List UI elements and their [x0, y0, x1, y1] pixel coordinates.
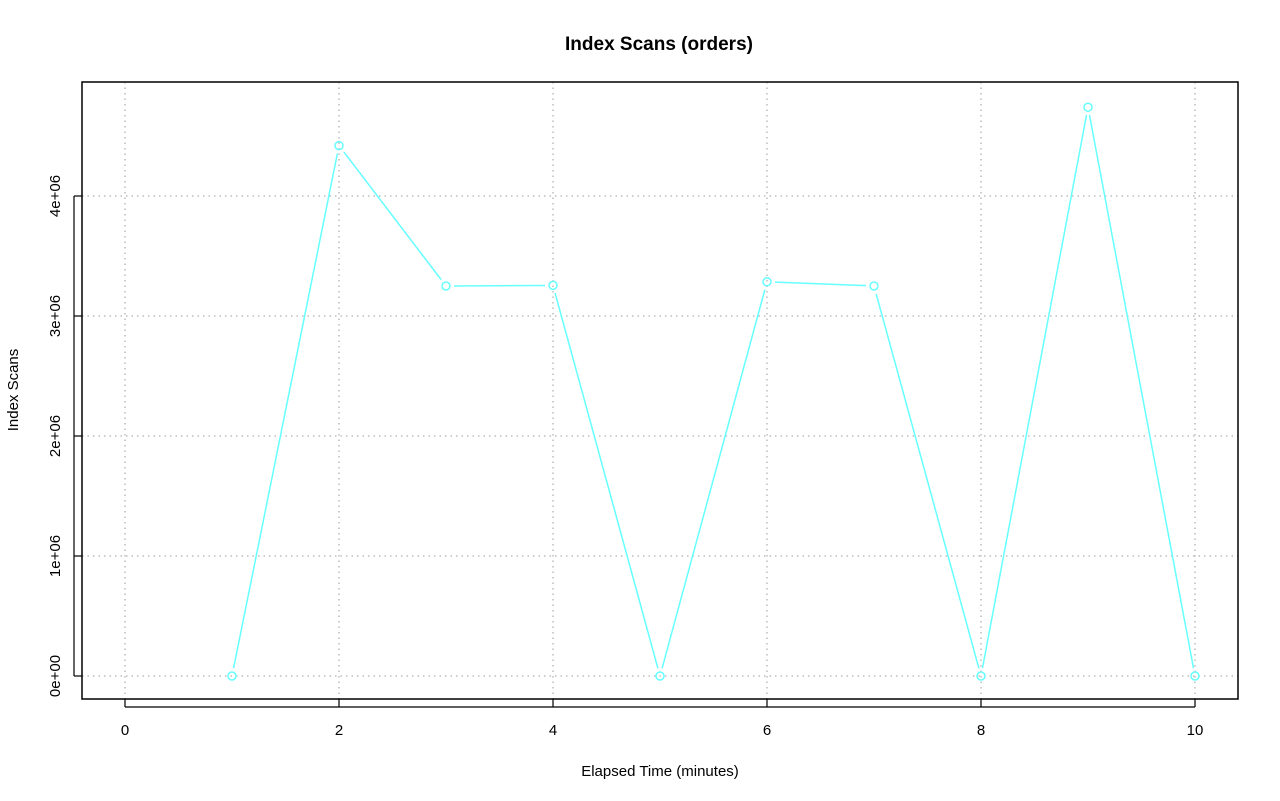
y-tick-label: 1e+06 [47, 535, 64, 577]
series-line [227, 102, 1200, 681]
series-segment [661, 289, 766, 669]
series-segment [774, 281, 867, 287]
y-axis-label: Index Scans [5, 349, 22, 432]
x-tick-label: 6 [763, 722, 771, 739]
series-segment [554, 292, 659, 669]
y-tick-label: 4e+06 [47, 175, 64, 217]
y-tick-label: 0e+00 [47, 655, 64, 697]
y-axis: 0e+00 1e+06 2e+06 3e+06 4e+06 [47, 175, 82, 697]
x-tick-label: 4 [549, 722, 557, 739]
data-point [655, 671, 665, 681]
data-point [976, 671, 986, 681]
series-segment [1088, 114, 1195, 669]
data-point [227, 671, 237, 681]
plot-area-border [81, 81, 1239, 700]
x-tick-label: 8 [977, 722, 985, 739]
series-segment [343, 151, 442, 281]
x-axis: 0 2 4 6 8 10 [121, 699, 1204, 739]
series-segment [875, 293, 980, 669]
chart-title: Index Scans (orders) [565, 34, 753, 55]
series-layer [227, 102, 1200, 681]
data-point [441, 281, 451, 291]
data-point [1083, 102, 1093, 112]
x-tick-label: 0 [121, 722, 129, 739]
x-tick-label: 2 [335, 722, 343, 739]
data-point [1190, 671, 1200, 681]
series-segment [453, 284, 546, 287]
data-point [762, 277, 772, 287]
series-segment [981, 114, 1088, 669]
data-point [548, 280, 558, 291]
y-tick-label: 2e+06 [47, 415, 64, 457]
series-segment [232, 153, 339, 669]
data-point [869, 281, 879, 291]
x-tick-label: 10 [1187, 722, 1204, 739]
grid-lines [82, 82, 1238, 699]
x-axis-label: Elapsed Time (minutes) [581, 763, 739, 780]
data-point [334, 140, 344, 151]
y-tick-label: 3e+06 [47, 295, 64, 337]
